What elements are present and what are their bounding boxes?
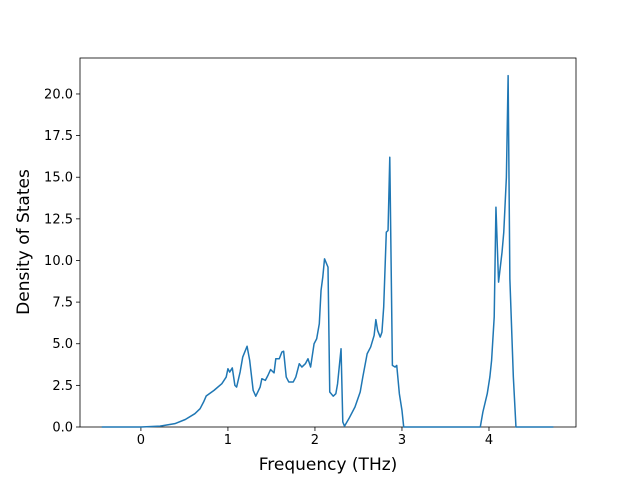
axes-frame: [79, 57, 577, 428]
x-tick-label: 1: [224, 433, 232, 448]
y-tick-label: 10.0: [44, 254, 73, 269]
x-tick-label: 3: [398, 433, 406, 448]
x-axis-label: Frequency (THz): [259, 455, 398, 475]
line-series: [101, 74, 554, 428]
x-tick-label: 2: [311, 433, 319, 448]
y-tick-label: 0.0: [52, 421, 73, 436]
y-tick-label: 17.5: [44, 129, 73, 144]
y-tick-label: 20.0: [44, 87, 73, 102]
y-tick-label: 2.5: [52, 379, 73, 394]
x-tick-label: 0: [137, 433, 145, 448]
y-axis-label: Density of States: [14, 169, 34, 315]
y-tick-label: 15.0: [44, 171, 73, 186]
y-tick-label: 7.5: [52, 296, 73, 311]
y-tick-label: 5.0: [52, 337, 73, 352]
x-tick-label: 4: [485, 433, 493, 448]
y-tick-label: 12.5: [44, 212, 73, 227]
